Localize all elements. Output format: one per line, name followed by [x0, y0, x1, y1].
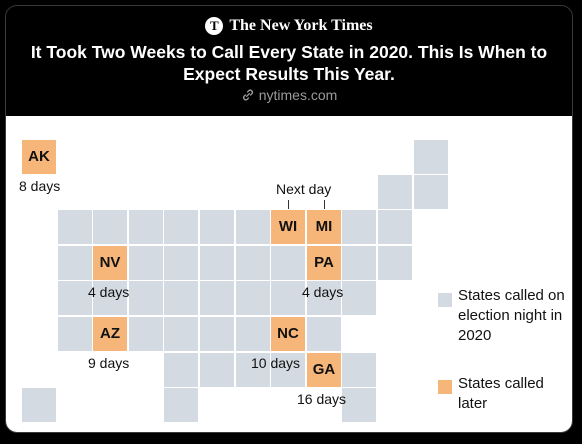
state-tile-called-election-night	[414, 175, 448, 209]
state-tile-called-election-night	[378, 210, 412, 244]
state-label-ga: GA	[312, 361, 336, 378]
state-tile-az	[93, 317, 127, 351]
state-tile-called-election-night	[58, 210, 92, 244]
state-tile-called-election-night	[236, 281, 270, 315]
state-tile-called-election-night	[307, 317, 341, 351]
state-tile-called-election-night	[164, 388, 198, 422]
state-tile-called-election-night	[129, 210, 163, 244]
state-tile-called-election-night	[271, 281, 305, 315]
state-tile-called-election-night	[200, 210, 234, 244]
state-tile-called-election-night	[414, 140, 448, 174]
state-tile-called-election-night	[129, 246, 163, 280]
state-tile-called-election-night	[307, 281, 341, 315]
state-tile-called-election-night	[342, 281, 376, 315]
state-tile-ak	[22, 140, 56, 174]
state-tile-ga	[307, 353, 341, 387]
source-name: The New York Times	[229, 17, 373, 34]
annotation-ga: 16 days	[297, 391, 347, 407]
state-tile-called-election-night	[342, 246, 376, 280]
state-tile-called-election-night	[342, 388, 376, 422]
annotation-nv: 4 days	[88, 284, 130, 300]
state-label-wi: WI	[278, 218, 298, 235]
state-tile-called-election-night	[236, 210, 270, 244]
state-tile-wi	[271, 210, 305, 244]
annotation-ak: 8 days	[19, 178, 61, 194]
source-link[interactable]: nytimes.com	[6, 87, 572, 103]
state-tile-called-election-night	[164, 281, 198, 315]
state-tile-called-election-night	[129, 317, 163, 351]
state-tile-called-election-night	[129, 281, 163, 315]
state-label-ak: AK	[28, 148, 50, 165]
state-tile-called-election-night	[93, 281, 127, 315]
state-tile-called-election-night	[342, 353, 376, 387]
state-tile-called-election-night	[200, 317, 234, 351]
legend-swatch-election-night	[438, 293, 452, 307]
annotation-tick-mi	[324, 200, 325, 209]
state-tile-called-election-night	[200, 281, 234, 315]
state-tile-mi	[307, 210, 341, 244]
domain-text: nytimes.com	[258, 87, 338, 103]
annotation-pa: 4 days	[302, 284, 344, 300]
state-tile-called-election-night	[342, 210, 376, 244]
state-tile-called-election-night	[58, 281, 92, 315]
state-tile-called-election-night	[200, 246, 234, 280]
state-tile-nv	[93, 246, 127, 280]
state-tile-called-election-night	[236, 246, 270, 280]
state-tile-called-election-night	[58, 246, 92, 280]
annotation-nc: 10 days	[251, 355, 301, 371]
post-title[interactable]: It Took Two Weeks to Call Every State in…	[30, 42, 548, 84]
state-tile-called-election-night	[164, 210, 198, 244]
state-tile-map: AK WI MI NV PA AZ NC GA 8 days Next day …	[6, 116, 572, 432]
state-label-nv: NV	[99, 254, 121, 271]
state-tile-called-election-night	[378, 175, 412, 209]
state-tile-called-election-night	[164, 246, 198, 280]
link-icon	[242, 89, 253, 101]
annotation-tick-wi	[288, 200, 289, 209]
state-tile-called-election-night	[236, 317, 270, 351]
state-tile-called-election-night	[58, 317, 92, 351]
annotation-wi-mi: Next day	[276, 181, 332, 197]
legend-swatch-later	[438, 380, 452, 394]
legend-label-later: States called later	[458, 375, 544, 412]
state-label-nc: NC	[277, 325, 299, 342]
state-tile-called-election-night	[164, 317, 198, 351]
state-tile-nc	[271, 317, 305, 351]
state-tile-called-election-night	[22, 388, 56, 422]
state-tile-called-election-night	[93, 210, 127, 244]
annotation-az: 9 days	[88, 355, 130, 371]
state-tile-pa	[307, 246, 341, 280]
state-label-mi: MI	[315, 218, 333, 235]
post-header: T The New York Times It Took Two Weeks t…	[6, 6, 572, 116]
state-tile-called-election-night	[271, 353, 305, 387]
legend-label-election-night: States called on election night in 2020	[458, 287, 565, 344]
state-tile-called-election-night	[271, 246, 305, 280]
post-card[interactable]: T The New York Times It Took Two Weeks t…	[5, 5, 573, 433]
source-brand: T The New York Times	[6, 17, 572, 35]
state-tile-called-election-night	[236, 353, 270, 387]
state-tile-called-election-night	[164, 353, 198, 387]
state-label-pa: PA	[314, 254, 334, 271]
nyt-logo-icon: T	[205, 17, 224, 35]
state-label-az: AZ	[100, 325, 120, 342]
state-tile-called-election-night	[200, 353, 234, 387]
state-tile-called-election-night	[378, 246, 412, 280]
